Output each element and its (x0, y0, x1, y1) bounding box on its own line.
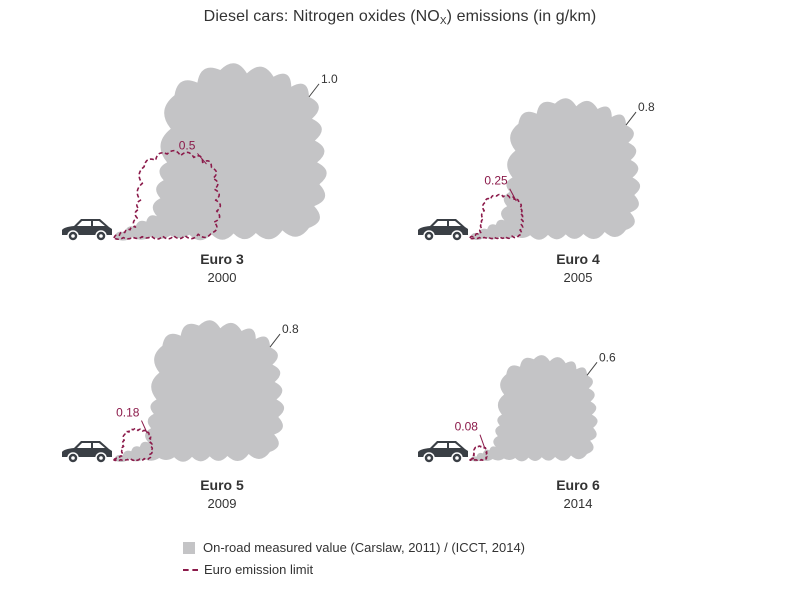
car-hub (455, 456, 459, 460)
car-hub (99, 234, 103, 238)
on-road-leader (586, 362, 598, 376)
limit-value-label: 0.5 (179, 138, 196, 152)
on-road-cloud (470, 98, 641, 241)
on-road-leader (625, 111, 637, 126)
car-icon (418, 219, 468, 242)
car-hub (71, 234, 75, 238)
on-road-value-label: 0.8 (638, 100, 655, 114)
on-road-cloud (114, 63, 327, 241)
chart-title: Diesel cars: Nitrogen oxides (NOX) emiss… (203, 8, 597, 27)
car-windows (433, 221, 461, 226)
on-road-leader (308, 83, 320, 98)
car-windows (77, 443, 105, 448)
panel: 0.8 0.18 Euro 5 2009 (62, 320, 299, 511)
panel-year-label: 2014 (564, 496, 593, 511)
panel: 1.0 0.5 Euro 3 2000 (62, 63, 338, 285)
panel-year-label: 2009 (208, 496, 237, 511)
legend-item-on-road: On-road measured value (Carslaw, 2011) /… (183, 540, 525, 555)
car-hub (455, 234, 459, 238)
limit-leader (509, 188, 517, 202)
car-icon (62, 441, 112, 464)
car-hub (99, 456, 103, 460)
limit-cloud (469, 445, 488, 461)
legend-label-on-road: On-road measured value (Carslaw, 2011) /… (203, 540, 526, 555)
limit-cloud (113, 149, 222, 241)
panel-standard-label: Euro 5 (200, 477, 244, 493)
panel-standard-label: Euro 6 (556, 477, 600, 493)
limit-value-label: 0.08 (455, 420, 479, 434)
limit-leader (479, 434, 486, 449)
on-road-cloud (114, 320, 285, 463)
panel-year-label: 2005 (564, 270, 593, 285)
panel-standard-label: Euro 4 (556, 251, 600, 267)
on-road-cloud (470, 355, 598, 462)
car-hub (427, 234, 431, 238)
car-icon (62, 219, 112, 242)
limit-cloud (469, 193, 524, 240)
on-road-value-label: 1.0 (321, 72, 338, 86)
panel: 0.8 0.25 Euro 4 2005 (418, 98, 655, 285)
legend-item-limit: Euro emission limit (183, 562, 313, 577)
car-icon (418, 441, 468, 464)
panel: 0.6 0.08 Euro 6 2014 (418, 350, 616, 511)
panel-standard-label: Euro 3 (200, 251, 244, 267)
limit-cloud (113, 427, 154, 462)
limit-value-label: 0.25 (484, 174, 508, 188)
on-road-value-label: 0.6 (599, 350, 616, 364)
limit-value-label: 0.18 (116, 406, 140, 420)
legend-label-limit: Euro emission limit (204, 562, 314, 577)
car-windows (433, 443, 461, 448)
car-windows (77, 221, 105, 226)
on-road-leader (269, 333, 281, 348)
legend-swatch-on-road (183, 541, 195, 554)
car-hub (71, 456, 75, 460)
legend-swatch-limit (183, 568, 198, 571)
car-hub (427, 456, 431, 460)
panel-year-label: 2000 (208, 270, 237, 285)
on-road-value-label: 0.8 (282, 322, 299, 336)
limit-leader (141, 420, 148, 434)
limit-leader (197, 153, 207, 165)
